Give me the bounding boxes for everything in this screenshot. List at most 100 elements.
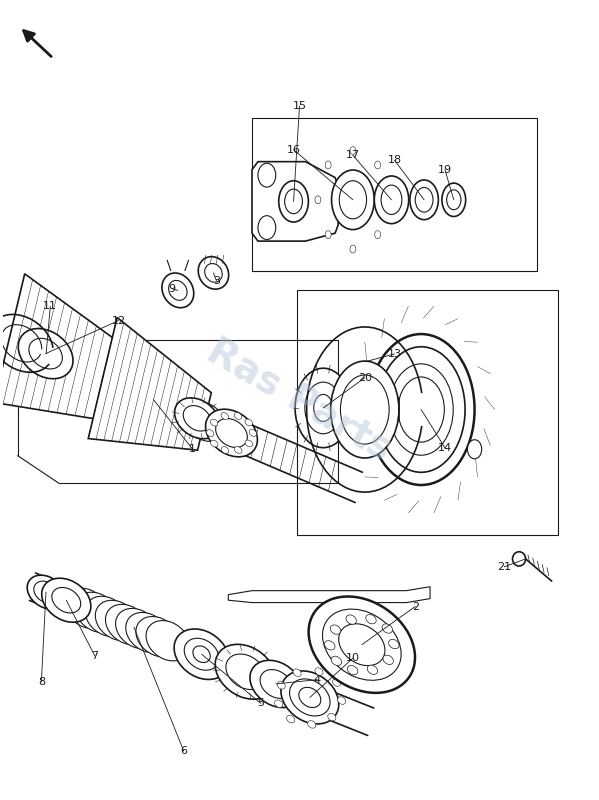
Ellipse shape [95, 600, 139, 641]
Ellipse shape [234, 446, 242, 454]
Ellipse shape [350, 146, 356, 154]
Ellipse shape [338, 697, 346, 704]
Ellipse shape [330, 625, 341, 634]
Text: 14: 14 [438, 442, 452, 453]
Circle shape [258, 216, 276, 239]
Ellipse shape [347, 666, 358, 675]
Text: 1: 1 [189, 444, 196, 454]
Ellipse shape [245, 419, 252, 426]
Ellipse shape [102, 365, 154, 413]
Ellipse shape [205, 263, 222, 282]
Ellipse shape [215, 644, 276, 699]
Ellipse shape [314, 394, 332, 422]
Ellipse shape [340, 375, 389, 444]
Ellipse shape [398, 377, 444, 442]
Ellipse shape [308, 721, 316, 728]
Ellipse shape [65, 588, 108, 629]
Ellipse shape [193, 646, 210, 662]
Ellipse shape [325, 230, 331, 238]
Circle shape [258, 163, 276, 187]
Ellipse shape [367, 665, 377, 674]
Ellipse shape [85, 596, 129, 637]
Ellipse shape [221, 413, 229, 419]
Ellipse shape [245, 440, 253, 447]
Ellipse shape [226, 654, 265, 690]
Ellipse shape [249, 430, 256, 436]
Ellipse shape [332, 678, 341, 686]
Ellipse shape [183, 402, 226, 442]
Ellipse shape [285, 189, 302, 214]
Ellipse shape [250, 660, 302, 707]
Text: 11: 11 [43, 302, 58, 311]
Ellipse shape [29, 338, 62, 369]
Ellipse shape [331, 170, 374, 230]
Text: 9: 9 [168, 284, 176, 294]
Text: 18: 18 [388, 155, 401, 165]
Ellipse shape [183, 406, 211, 431]
Ellipse shape [105, 604, 149, 645]
Ellipse shape [389, 639, 399, 649]
Ellipse shape [210, 419, 218, 426]
Ellipse shape [260, 670, 292, 698]
Polygon shape [88, 318, 211, 450]
Ellipse shape [299, 687, 321, 707]
Ellipse shape [308, 597, 415, 693]
Ellipse shape [331, 656, 341, 666]
Ellipse shape [377, 346, 465, 472]
Ellipse shape [513, 552, 525, 566]
Ellipse shape [194, 412, 214, 430]
Ellipse shape [162, 273, 193, 308]
Ellipse shape [287, 715, 295, 723]
Ellipse shape [331, 361, 399, 458]
Ellipse shape [205, 409, 258, 457]
Ellipse shape [366, 614, 376, 624]
Text: 12: 12 [111, 315, 126, 326]
Ellipse shape [325, 161, 331, 169]
Ellipse shape [126, 613, 169, 653]
Ellipse shape [136, 617, 179, 657]
Ellipse shape [116, 378, 140, 400]
Text: 13: 13 [388, 349, 401, 359]
Ellipse shape [116, 609, 159, 649]
Ellipse shape [382, 624, 392, 633]
Text: 21: 21 [497, 562, 512, 572]
Ellipse shape [52, 587, 81, 613]
Ellipse shape [381, 185, 402, 214]
Circle shape [467, 440, 482, 458]
Text: Ras Parts: Ras Parts [200, 332, 399, 468]
Ellipse shape [207, 430, 214, 437]
Ellipse shape [174, 398, 220, 438]
Ellipse shape [274, 700, 283, 707]
Ellipse shape [375, 230, 380, 238]
Ellipse shape [385, 196, 391, 204]
Ellipse shape [184, 638, 219, 670]
Ellipse shape [210, 440, 218, 447]
Text: 6: 6 [180, 746, 187, 756]
Ellipse shape [383, 655, 394, 665]
Ellipse shape [18, 329, 73, 378]
Ellipse shape [234, 413, 242, 419]
Polygon shape [228, 586, 430, 602]
Ellipse shape [315, 668, 323, 675]
Ellipse shape [293, 669, 301, 677]
Ellipse shape [216, 418, 247, 447]
Text: 10: 10 [346, 653, 360, 663]
Ellipse shape [42, 578, 91, 622]
Ellipse shape [34, 581, 58, 603]
Ellipse shape [198, 257, 229, 289]
Ellipse shape [442, 183, 465, 217]
Ellipse shape [305, 382, 341, 434]
Text: 3: 3 [213, 276, 220, 286]
Ellipse shape [339, 181, 367, 219]
Ellipse shape [174, 629, 229, 679]
Text: 5: 5 [258, 698, 264, 709]
Ellipse shape [375, 161, 380, 169]
Ellipse shape [374, 176, 409, 224]
Ellipse shape [410, 180, 438, 220]
Ellipse shape [346, 615, 356, 624]
Ellipse shape [368, 334, 474, 485]
Ellipse shape [389, 364, 453, 455]
Polygon shape [252, 162, 338, 241]
Ellipse shape [447, 190, 461, 210]
Ellipse shape [221, 446, 229, 454]
